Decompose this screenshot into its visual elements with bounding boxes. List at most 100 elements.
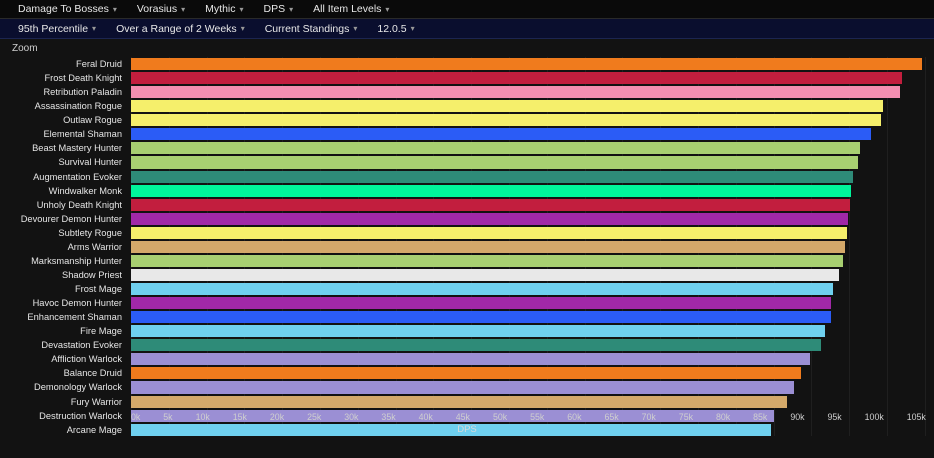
bar-fury-warrior[interactable] bbox=[131, 396, 787, 408]
bar-frost-death-knight[interactable] bbox=[131, 72, 902, 84]
bar-track bbox=[131, 58, 926, 70]
chart-row-augmentation-evoker[interactable]: Augmentation Evoker bbox=[0, 170, 934, 184]
chevron-down-icon: ▾ bbox=[411, 24, 415, 33]
chart-row-devastation-evoker[interactable]: Devastation Evoker bbox=[0, 338, 934, 352]
filter-percentile[interactable]: 95th Percentile ▾ bbox=[8, 23, 106, 35]
chart-row-affliction-warlock[interactable]: Affliction Warlock bbox=[0, 352, 934, 366]
chart-row-survival-hunter[interactable]: Survival Hunter bbox=[0, 155, 934, 169]
chart-row-frost-death-knight[interactable]: Frost Death Knight bbox=[0, 71, 934, 85]
chevron-down-icon: ▾ bbox=[241, 24, 245, 33]
chart-row-fire-mage[interactable]: Fire Mage bbox=[0, 324, 934, 338]
filter-damage-to-bosses[interactable]: Damage To Bosses ▾ bbox=[8, 3, 127, 15]
bar-windwalker-monk[interactable] bbox=[131, 185, 851, 197]
category-label: Assassination Rogue bbox=[0, 101, 130, 111]
bar-marksmanship-hunter[interactable] bbox=[131, 255, 843, 267]
chart-row-outlaw-rogue[interactable]: Outlaw Rogue bbox=[0, 113, 934, 127]
category-label: Arms Warrior bbox=[0, 242, 130, 252]
bar-demonology-warlock[interactable] bbox=[131, 381, 794, 393]
bar-unholy-death-knight[interactable] bbox=[131, 199, 850, 211]
filter-boss-vorasius[interactable]: Vorasius ▾ bbox=[127, 3, 195, 15]
filter-standings-type[interactable]: Current Standings ▾ bbox=[255, 23, 368, 35]
bar-feral-druid[interactable] bbox=[131, 58, 922, 70]
bar-survival-hunter[interactable] bbox=[131, 156, 858, 168]
chart-row-devourer-demon-hunter[interactable]: Devourer Demon Hunter bbox=[0, 212, 934, 226]
bar-balance-druid[interactable] bbox=[131, 367, 801, 379]
bar-outlaw-rogue[interactable] bbox=[131, 114, 881, 126]
bar-chart-plot-area: Feral Druid Frost Death Knight Retribution… bbox=[0, 57, 934, 436]
x-axis-ticks: 0k 5k 10k 15k 20k 25k 30k 35k 40k 45k 50k 55k 60k 65k… bbox=[131, 412, 926, 422]
bar-retribution-paladin[interactable] bbox=[131, 86, 900, 98]
category-label: Subtlety Rogue bbox=[0, 228, 130, 238]
x-axis-tick-label: 65k bbox=[604, 412, 618, 422]
bar-track bbox=[131, 156, 926, 168]
zoom-control-label[interactable]: Zoom bbox=[12, 43, 38, 54]
chart-row-demonology-warlock[interactable]: Demonology Warlock bbox=[0, 380, 934, 394]
chart-row-fury-warrior[interactable]: Fury Warrior bbox=[0, 395, 934, 409]
chart-row-havoc-demon-hunter[interactable]: Havoc Demon Hunter bbox=[0, 296, 934, 310]
bar-shadow-priest[interactable] bbox=[131, 269, 839, 281]
bar-enhancement-shaman[interactable] bbox=[131, 311, 831, 323]
filter-metric-dps[interactable]: DPS ▾ bbox=[254, 3, 304, 15]
bar-track bbox=[131, 255, 926, 267]
x-axis-tick-label: 85k bbox=[753, 412, 767, 422]
filter-time-range[interactable]: Over a Range of 2 Weeks ▾ bbox=[106, 23, 255, 35]
chart-row-frost-mage[interactable]: Frost Mage bbox=[0, 282, 934, 296]
chart-row-windwalker-monk[interactable]: Windwalker Monk bbox=[0, 184, 934, 198]
x-axis-tick-label: 0k bbox=[131, 412, 140, 422]
bar-affliction-warlock[interactable] bbox=[131, 353, 810, 365]
bar-devastation-evoker[interactable] bbox=[131, 339, 821, 351]
bar-track bbox=[131, 353, 926, 365]
x-axis-tick-label: 50k bbox=[493, 412, 507, 422]
category-label: Fire Mage bbox=[0, 326, 130, 336]
bar-track bbox=[131, 199, 926, 211]
chart-row-enhancement-shaman[interactable]: Enhancement Shaman bbox=[0, 310, 934, 324]
chart-row-retribution-paladin[interactable]: Retribution Paladin bbox=[0, 85, 934, 99]
category-label: Frost Death Knight bbox=[0, 73, 130, 83]
chart-row-beast-mastery-hunter[interactable]: Beast Mastery Hunter bbox=[0, 141, 934, 155]
bar-subtlety-rogue[interactable] bbox=[131, 227, 847, 239]
bar-elemental-shaman[interactable] bbox=[131, 128, 871, 140]
bar-track bbox=[131, 185, 926, 197]
chart-row-unholy-death-knight[interactable]: Unholy Death Knight bbox=[0, 198, 934, 212]
bar-havoc-demon-hunter[interactable] bbox=[131, 297, 831, 309]
bar-assassination-rogue[interactable] bbox=[131, 100, 883, 112]
chevron-down-icon: ▾ bbox=[240, 5, 244, 14]
filter-difficulty-mythic[interactable]: Mythic ▾ bbox=[195, 3, 253, 15]
bar-beast-mastery-hunter[interactable] bbox=[131, 142, 860, 154]
bar-devourer-demon-hunter[interactable] bbox=[131, 213, 848, 225]
chart-row-marksmanship-hunter[interactable]: Marksmanship Hunter bbox=[0, 254, 934, 268]
bar-track bbox=[131, 227, 926, 239]
chart-row-elemental-shaman[interactable]: Elemental Shaman bbox=[0, 127, 934, 141]
chart-row-assassination-rogue[interactable]: Assassination Rogue bbox=[0, 99, 934, 113]
category-label: Augmentation Evoker bbox=[0, 172, 130, 182]
x-axis-tick-label: 80k bbox=[716, 412, 730, 422]
chart-row-subtlety-rogue[interactable]: Subtlety Rogue bbox=[0, 226, 934, 240]
category-label: Feral Druid bbox=[0, 59, 130, 69]
filter-patch-version[interactable]: 12.0.5 ▾ bbox=[367, 23, 424, 35]
chart-row-shadow-priest[interactable]: Shadow Priest bbox=[0, 268, 934, 282]
x-axis-tick-label: 70k bbox=[642, 412, 656, 422]
chart-row-feral-druid[interactable]: Feral Druid bbox=[0, 57, 934, 71]
bar-fire-mage[interactable] bbox=[131, 325, 825, 337]
chevron-down-icon: ▾ bbox=[385, 5, 389, 14]
bar-arms-warrior[interactable] bbox=[131, 241, 845, 253]
bar-track bbox=[131, 128, 926, 140]
bar-track bbox=[131, 283, 926, 295]
category-label: Demonology Warlock bbox=[0, 382, 130, 392]
bar-track bbox=[131, 339, 926, 351]
category-label: Destruction Warlock bbox=[0, 411, 130, 421]
bar-augmentation-evoker[interactable] bbox=[131, 171, 853, 183]
chart-row-balance-druid[interactable]: Balance Druid bbox=[0, 366, 934, 380]
filter-item-levels[interactable]: All Item Levels ▾ bbox=[303, 3, 399, 15]
category-label: Elemental Shaman bbox=[0, 129, 130, 139]
chart-row-arms-warrior[interactable]: Arms Warrior bbox=[0, 240, 934, 254]
bar-track bbox=[131, 367, 926, 379]
chevron-down-icon: ▾ bbox=[113, 5, 117, 14]
category-label: Marksmanship Hunter bbox=[0, 256, 130, 266]
bar-track bbox=[131, 396, 926, 408]
x-axis-tick-label: 100k bbox=[865, 412, 884, 422]
bar-track bbox=[131, 114, 926, 126]
bar-frost-mage[interactable] bbox=[131, 283, 833, 295]
chart-container: Zoom Feral Druid Frost Death Knight Retrib… bbox=[0, 39, 934, 458]
category-label: Shadow Priest bbox=[0, 270, 130, 280]
